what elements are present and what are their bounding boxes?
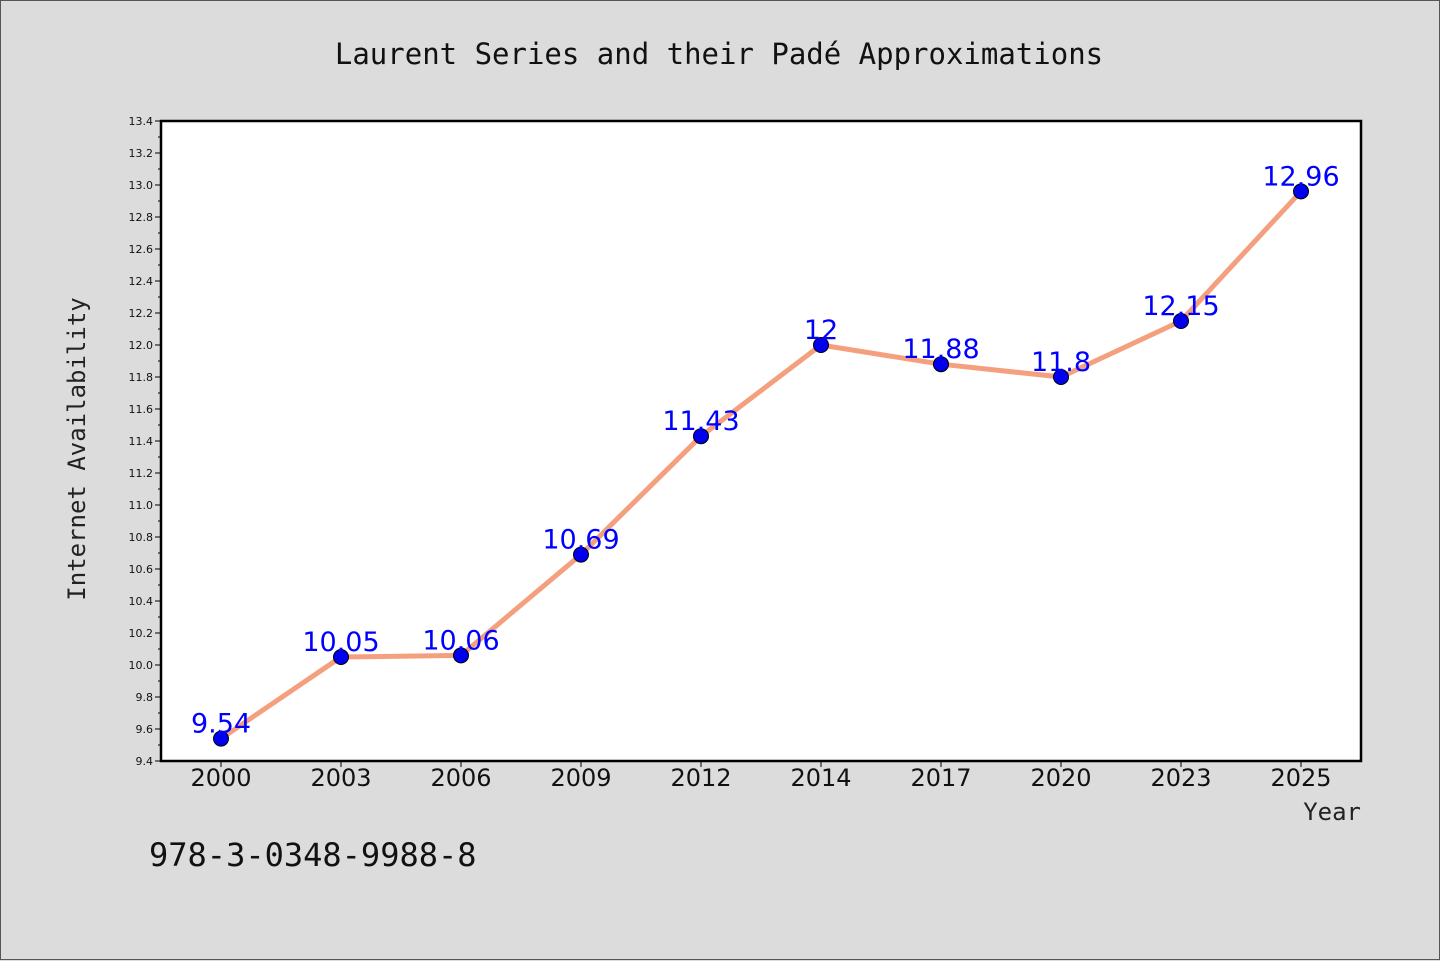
x-axis: 2000 2003 2006 2009 2012 2014 2017 2020 2023 2025 (190, 761, 1332, 792)
data-point (333, 649, 349, 665)
x-tick-label: 2025 (1270, 764, 1331, 792)
data-point (813, 337, 829, 353)
series-line (218, 188, 1304, 742)
data-point (1293, 183, 1309, 200)
y-tick-label: 10.0 (129, 659, 154, 672)
data-point (933, 356, 949, 373)
data-point (213, 730, 229, 747)
y-tick-label: 12.0 (129, 339, 154, 352)
x-tick-label: 2017 (910, 764, 971, 792)
data-label: 12.15 (1142, 291, 1219, 322)
data-label: 12 (804, 315, 838, 346)
data-label: 11.88 (902, 334, 979, 365)
y-tick-label: 11.4 (129, 435, 154, 448)
y-tick-label: 10.8 (129, 531, 154, 544)
x-tick-label: 2000 (190, 764, 251, 792)
series-line-group (218, 188, 1304, 742)
y-tick-label: 11.2 (129, 467, 154, 480)
x-tick-label: 2003 (310, 764, 371, 792)
data-label: 11.8 (1031, 347, 1091, 378)
y-axis: 9.4 9.6 9.8 10.0 10.2 10.4 10.6 10.8 11.0 11.2 11.… (129, 115, 161, 768)
data-point (693, 428, 709, 445)
y-axis-label: Internet Availability (63, 297, 91, 600)
markers-group (213, 183, 1309, 747)
data-label: 12.96 (1262, 161, 1339, 192)
y-tick-label: 12.8 (129, 211, 154, 224)
chart-title: Laurent Series and their Padé Approximat… (335, 37, 1103, 71)
y-tick-label: 11.0 (129, 499, 154, 512)
y-tick-label: 13.0 (129, 179, 154, 192)
data-label: 10.05 (302, 627, 379, 658)
y-tick-label: 13.2 (129, 147, 154, 160)
y-tick-label: 9.6 (136, 723, 154, 736)
data-label: 9.54 (191, 709, 251, 740)
y-tick-label: 10.6 (129, 563, 154, 576)
x-tick-label: 2020 (1030, 764, 1091, 792)
data-label: 10.06 (422, 625, 499, 656)
y-tick-label: 9.8 (136, 691, 154, 704)
plot-border (159, 119, 1363, 763)
x-tick-label: 2014 (790, 764, 851, 792)
y-tick-label: 9.4 (136, 755, 154, 768)
footnote: 978-3-0348-9988-8 (149, 836, 477, 874)
data-point (1053, 369, 1069, 385)
y-tick-label: 11.8 (129, 371, 154, 384)
y-tick-label: 13.4 (129, 115, 154, 128)
x-tick-label: 2006 (430, 764, 491, 792)
data-point (573, 546, 589, 563)
x-axis-label: Year (1303, 798, 1361, 826)
data-label: 11.43 (662, 406, 739, 437)
x-tick-label: 2023 (1150, 764, 1211, 792)
data-point (453, 647, 469, 664)
x-tick-label: 2012 (670, 764, 731, 792)
y-tick-label: 12.4 (129, 275, 154, 288)
data-point (1173, 313, 1189, 329)
data-label: 10.69 (542, 525, 619, 556)
y-tick-label: 12.6 (129, 243, 154, 256)
y-tick-label: 11.6 (129, 403, 154, 416)
x-tick-label: 2009 (550, 764, 611, 792)
y-tick-label: 10.4 (129, 595, 154, 608)
data-labels-group: 9.54 10.05 10.06 10.69 11.43 12 11.88 11.8 12.15… (191, 161, 1340, 739)
y-tick-label: 12.2 (129, 307, 154, 320)
y-tick-label: 10.2 (129, 627, 154, 640)
